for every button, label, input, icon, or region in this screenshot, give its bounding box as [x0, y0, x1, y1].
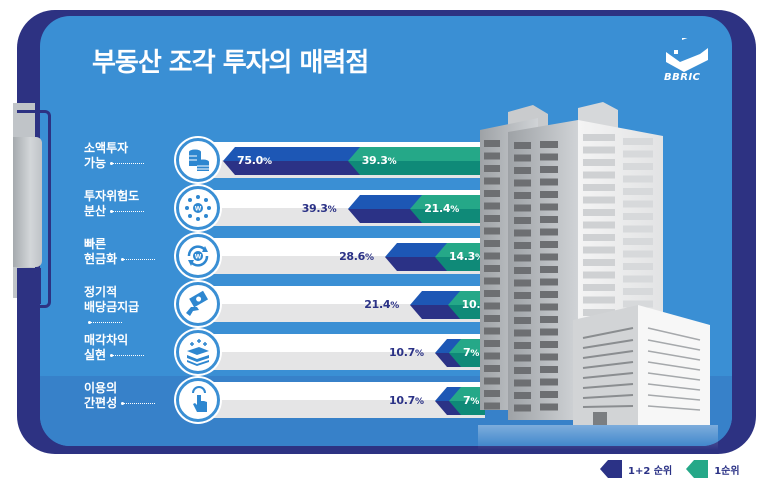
row-label-line2: 현금화 — [84, 252, 118, 266]
value-rank1: 7% — [463, 394, 479, 407]
legend-label-rank12: 1+2 순위 — [628, 465, 673, 477]
row-label-line2: 배당금지급 — [84, 300, 140, 314]
row-label-line1: 매각차익 — [84, 333, 129, 347]
svg-text:W: W — [195, 206, 202, 213]
bar-row: 이용의 간편성 10.7% 7% — [0, 377, 772, 423]
percent-sign: % — [470, 349, 480, 359]
value-rank12: 10.7% — [389, 394, 424, 407]
value-rank1-number: 39.3 — [361, 154, 388, 167]
bar-track-shade — [210, 352, 485, 370]
row-label: 이용의 간편성 — [84, 381, 172, 411]
bar-rank1 — [347, 147, 485, 175]
percent-sign: % — [390, 301, 399, 311]
value-rank12-number: 75.0 — [237, 154, 263, 167]
row-label: 소액투자 가능 — [84, 141, 172, 171]
bar-row: 빠른 현금화 28.6% 14.3% W — [0, 233, 772, 279]
leader-dots — [110, 210, 145, 213]
value-rank1-number: 7 — [463, 394, 471, 407]
row-label-line2: 분산 — [84, 204, 107, 218]
row-label: 매각차익 실현 — [84, 333, 172, 363]
value-rank12-number: 10.7 — [389, 394, 415, 407]
bar-row: 정기적 배당금지급 21.4% 10.7% — [0, 281, 772, 327]
legend-item-rank1: 1순위 — [686, 460, 740, 478]
money-stack-icon — [176, 330, 220, 374]
value-rank12-number: 39.3 — [301, 202, 328, 215]
building-illustration — [478, 102, 718, 450]
value-rank1: 7% — [463, 346, 479, 359]
row-label: 정기적 배당금지급 — [84, 285, 172, 330]
legend-swatch-rank1 — [686, 460, 709, 478]
legend: 1+2 순위 1순위 — [600, 460, 754, 478]
value-rank1: 39.3% — [362, 154, 397, 167]
chart-title: 부동산 조각 투자의 매력점 — [92, 48, 369, 78]
clipboard-clip-bracket — [17, 110, 51, 308]
legend-label-rank1: 1순위 — [714, 465, 740, 477]
bar-row: 매각차익 실현 10.7% 7% — [0, 329, 772, 375]
percent-sign: % — [387, 157, 397, 167]
value-rank1: 21.4% — [424, 202, 459, 215]
row-label-line1: 빠른 — [84, 237, 107, 251]
bar-rank1 — [447, 291, 485, 319]
value-rank12-number: 10.7 — [389, 346, 415, 359]
bar-track-shade — [210, 400, 485, 418]
bar-rank1 — [435, 243, 485, 271]
percent-sign: % — [262, 157, 272, 167]
clipboard-clip — [13, 137, 42, 267]
bar-row: 투자위험도 분산 39.3% 21.4% W — [0, 185, 772, 231]
value-rank1-number: 21.4 — [424, 202, 451, 215]
leader-dots — [88, 321, 122, 324]
svg-text:W: W — [195, 254, 202, 261]
row-label-line1: 투자위험도 — [84, 189, 140, 203]
percent-sign: % — [365, 253, 374, 263]
percent-sign: % — [450, 205, 459, 215]
percent-sign: % — [414, 397, 424, 407]
value-rank12: 39.3% — [302, 202, 337, 215]
percent-sign: % — [474, 253, 484, 263]
leader-dots — [121, 402, 156, 405]
bar-row: 소액투자 가능 75.0% 39.3% — [0, 137, 772, 183]
row-label-line1: 이용의 — [84, 381, 118, 395]
value-rank1-number: 7 — [463, 346, 471, 359]
pointer-hand-icon — [176, 378, 220, 422]
legend-item-rank12: 1+2 순위 — [600, 460, 672, 478]
value-rank12: 28.6% — [339, 250, 374, 263]
cycle-won-icon: W — [176, 234, 220, 278]
legend-swatch-rank12 — [600, 460, 622, 478]
leader-dots — [121, 258, 156, 261]
value-rank1-number: 14.3 — [449, 250, 475, 263]
percent-sign: % — [327, 205, 337, 215]
value-rank12: 21.4% — [364, 298, 399, 311]
percent-sign: % — [414, 349, 424, 359]
logo-text: BBRIC — [664, 72, 701, 83]
row-label: 빠른 현금화 — [84, 237, 172, 267]
hand-money-icon — [176, 282, 220, 326]
network-won-icon: W — [176, 186, 220, 230]
leader-dots — [110, 162, 145, 165]
row-label-line1: 소액투자 — [84, 141, 129, 155]
leader-dots — [110, 354, 145, 357]
percent-sign: % — [470, 397, 480, 407]
coins-icon — [176, 138, 220, 182]
row-label-line2: 간편성 — [84, 396, 118, 410]
bar-rank1 — [449, 387, 485, 415]
row-label-line2: 가능 — [84, 156, 107, 170]
bar-rank1 — [410, 195, 485, 223]
value-rank12: 75.0% — [237, 154, 272, 167]
row-label-line2: 실현 — [84, 348, 107, 362]
row-label: 투자위험도 분산 — [84, 189, 172, 219]
row-label-line1: 정기적 — [84, 285, 118, 299]
value-rank12-number: 28.6 — [339, 250, 366, 263]
value-rank12-number: 21.4 — [364, 298, 391, 311]
bar-rank1 — [449, 339, 485, 367]
value-rank12: 10.7% — [389, 346, 424, 359]
clipboard-clip-base — [17, 268, 41, 304]
value-rank1: 14.3% — [449, 250, 484, 263]
